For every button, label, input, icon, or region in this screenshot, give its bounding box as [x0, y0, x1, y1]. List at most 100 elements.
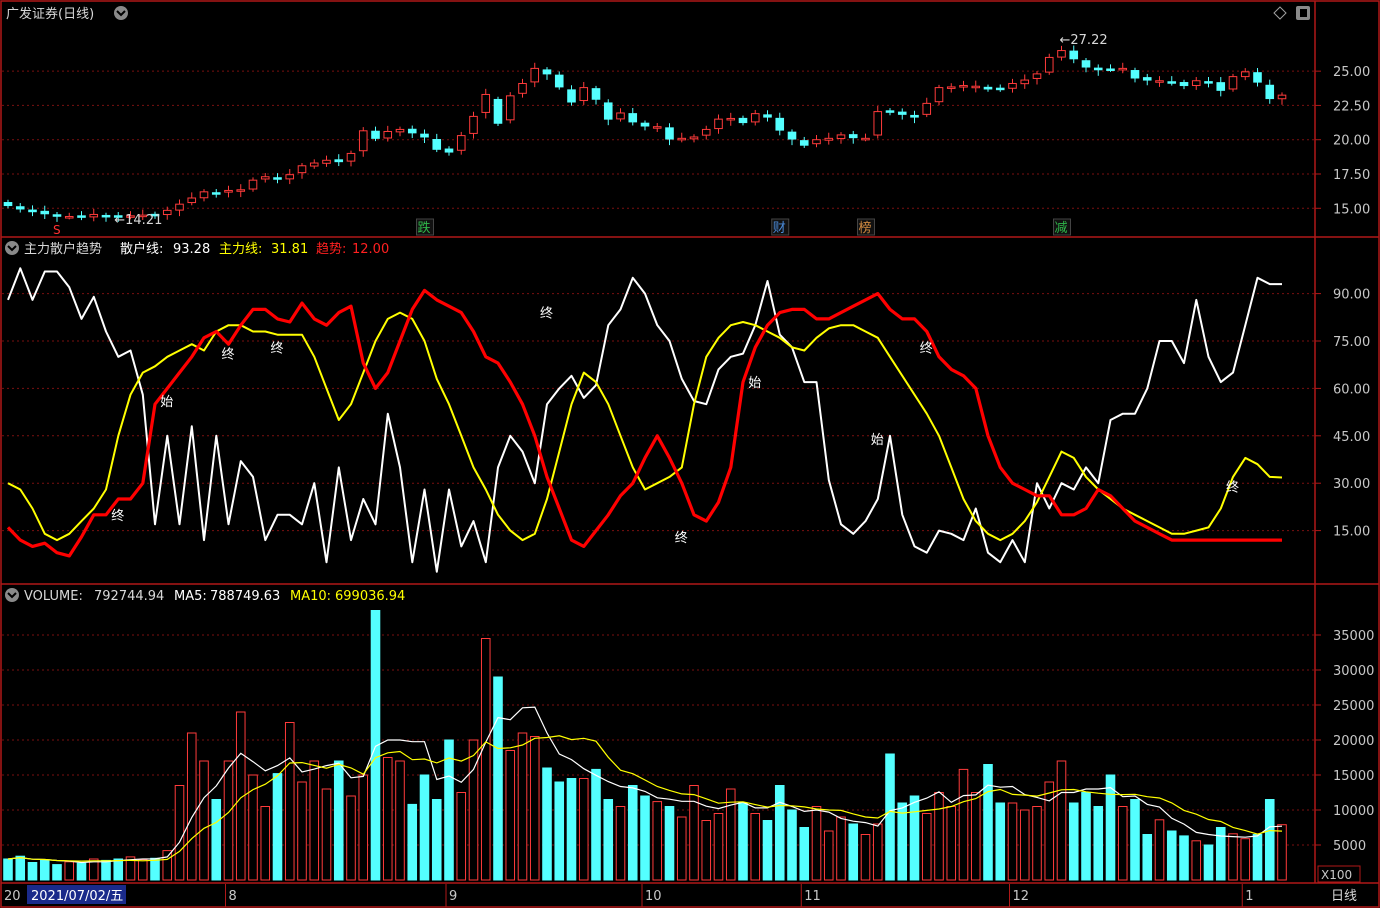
candle-up	[1032, 73, 1042, 79]
volume-bar-down	[566, 778, 577, 881]
volume-bar-down	[603, 799, 614, 881]
candle-down	[211, 192, 221, 195]
volume-bar-down	[640, 795, 650, 881]
grid-lines	[2, 70, 1321, 846]
cursor-date-box	[27, 885, 126, 904]
candle-down	[799, 140, 809, 146]
y-axis-labels: 25.00 22.50 20.00 17.50 15.00 90.00 75.00 60.00…	[1333, 65, 1374, 854]
volume-bar-up	[1240, 838, 1251, 881]
volume-bar-down	[1166, 830, 1177, 881]
candle-down	[763, 114, 772, 118]
y-axis-label: 25000	[1333, 699, 1374, 714]
signal-label: 始	[160, 395, 173, 410]
period-toggle-icon[interactable]	[114, 6, 128, 20]
volume-bar-down	[1142, 834, 1153, 881]
volume-bar-up	[652, 801, 663, 881]
y-axis-label: 30000	[1333, 664, 1374, 679]
volume-bar-up	[934, 792, 944, 881]
volume-bar-up	[1044, 781, 1055, 881]
ma5-label: MA5:	[174, 589, 207, 604]
candle-up	[1155, 80, 1164, 83]
indicator-header: 主力散户趋势 散户线: 93.28 主力线: 31.81 趋势: 12.00	[5, 241, 389, 257]
candle-down	[1204, 81, 1213, 84]
candle-up	[873, 111, 883, 136]
candle-up	[248, 179, 258, 190]
volume-bar-down	[1215, 827, 1226, 881]
price-header: 广发证券(日线)	[6, 6, 1310, 22]
ma10-line	[7, 735, 1283, 862]
volume-bar-down	[15, 855, 26, 881]
retail-line	[7, 267, 1282, 573]
candle-down	[1130, 70, 1140, 79]
volume-bar-up	[505, 750, 516, 881]
candle-up	[456, 135, 466, 151]
volume-bar-up	[725, 788, 736, 881]
month-label: 8	[229, 889, 237, 904]
candle-up	[946, 86, 956, 89]
volume-bar-down	[799, 827, 810, 881]
volume-bars	[3, 610, 1287, 881]
candle-down	[567, 89, 576, 103]
candle-down	[983, 86, 993, 90]
candle-up	[358, 130, 368, 152]
volume-bar-up	[713, 813, 724, 881]
period-label[interactable]: 日线	[1331, 889, 1357, 904]
volume-collapse-icon[interactable]	[5, 588, 19, 602]
indicator-collapse-icon[interactable]	[5, 241, 19, 255]
signal-label: 始	[748, 376, 761, 391]
y-axis-label: 45.00	[1333, 430, 1370, 445]
candle-down	[1106, 68, 1115, 71]
y-axis-label: 22.50	[1333, 99, 1370, 114]
month-label: 12	[1013, 889, 1030, 904]
volume-bar-up	[186, 732, 197, 881]
candle-up	[297, 165, 307, 174]
volume-bar-up	[676, 816, 687, 881]
candle-down	[1167, 81, 1177, 84]
volume-bar-up	[358, 774, 369, 881]
svg-text:主力散户趋势 散户线: 93.28: 主力散户趋势 散户线: 93.28 主力线: 31.81 趋势: 12.00	[24, 241, 389, 257]
month-label: 11	[804, 889, 821, 904]
candle-down	[3, 202, 13, 207]
y-axis-label: 60.00	[1333, 382, 1370, 397]
candle-up	[469, 115, 478, 134]
candle-down	[665, 127, 674, 140]
candle-down	[1253, 72, 1262, 83]
candle-up	[1044, 56, 1054, 73]
volume-bar-down	[370, 610, 381, 881]
volume-bar-up	[309, 760, 320, 881]
candle-up	[836, 134, 846, 140]
candle-down	[995, 87, 1005, 91]
candle-down	[1142, 77, 1152, 81]
event-marker: 榜	[859, 220, 872, 236]
volume-bar-up	[958, 768, 969, 881]
volume-bar-up	[860, 834, 871, 881]
window-restore-icon[interactable]	[1296, 6, 1310, 20]
volume-bar-up	[480, 638, 491, 881]
volume-bar-down	[3, 858, 13, 881]
volume-bar-down	[1203, 844, 1214, 881]
volume-bar-up	[517, 732, 528, 881]
candle-up	[959, 85, 968, 88]
volume-bar-up	[1032, 806, 1042, 881]
volume-bar-up	[689, 785, 699, 881]
candle-up	[579, 87, 589, 102]
ma5-line	[7, 706, 1283, 864]
volume-bar-down	[150, 857, 160, 881]
volume-bar-down	[983, 764, 993, 881]
volume-bar-up	[395, 760, 405, 881]
candle-up	[236, 189, 246, 192]
candle-up	[750, 113, 760, 123]
candle-down	[101, 214, 111, 218]
candle-up	[530, 67, 540, 83]
diamond-icon[interactable]	[1273, 6, 1287, 20]
candle-down	[591, 88, 601, 100]
volume-bar-down	[909, 795, 920, 881]
retail-line-label: 散户线:	[120, 241, 163, 257]
main-line	[7, 311, 1283, 542]
volume-bar-up	[1019, 809, 1030, 881]
trend-line-value: 12.00	[352, 242, 389, 257]
trend-line-label: 趋势:	[316, 241, 346, 257]
volume-bar-down	[1105, 774, 1116, 881]
volume-bar-up	[248, 774, 258, 881]
volume-bar-down	[774, 785, 785, 881]
